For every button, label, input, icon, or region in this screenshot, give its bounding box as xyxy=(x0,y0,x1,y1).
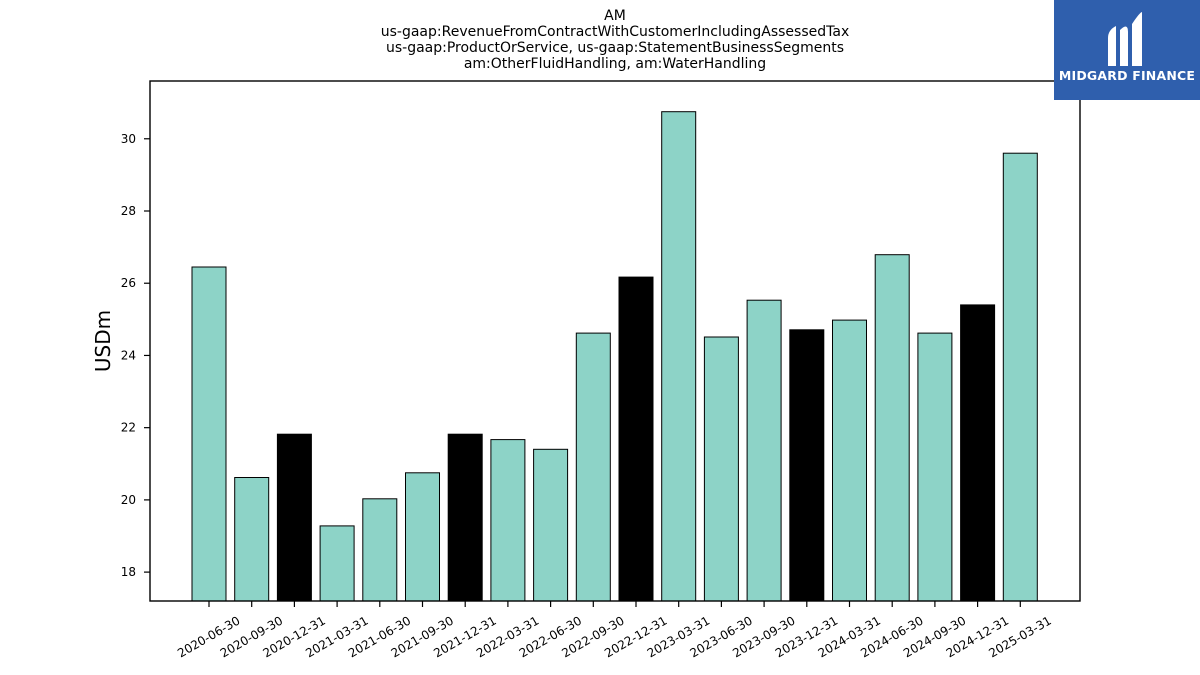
chart-title-line-2: us-gaap:RevenueFromContractWithCustomerI… xyxy=(381,24,850,40)
plot-frame xyxy=(149,80,1081,602)
midgard-finance-logo: MIDGARD FINANCE xyxy=(1054,0,1200,100)
bar-2023-09-30 xyxy=(746,299,782,602)
bar-2023-12-31 xyxy=(789,329,825,602)
bar-2024-12-31 xyxy=(960,304,996,602)
bar-2021-12-31 xyxy=(447,433,483,602)
bar-2023-06-30 xyxy=(703,336,739,602)
y-tick-label: 18 xyxy=(121,565,136,579)
y-tick-label: 28 xyxy=(121,204,136,218)
bar-2024-09-30 xyxy=(917,332,953,602)
chart-title-line-3: us-gaap:ProductOrService, us-gaap:Statem… xyxy=(386,40,844,56)
midgard-logo-icon xyxy=(1108,12,1142,67)
bar-2020-12-31 xyxy=(276,433,312,602)
bar-2024-06-30 xyxy=(874,254,910,602)
chart-title-line-4: am:OtherFluidHandling, am:WaterHandling xyxy=(464,56,766,72)
bar-2024-03-31 xyxy=(832,319,867,602)
y-tick-label: 26 xyxy=(121,276,136,290)
y-tick-label: 22 xyxy=(121,421,136,435)
chart-title-line-1: AM xyxy=(604,8,626,24)
y-tick-label: 20 xyxy=(121,493,136,507)
bar-2023-03-31 xyxy=(661,111,697,602)
bar-2021-03-31 xyxy=(319,525,355,602)
bar-2022-09-30 xyxy=(575,332,611,602)
bar-2020-09-30 xyxy=(234,477,270,602)
bar-2021-09-30 xyxy=(405,472,440,602)
bar-2021-06-30 xyxy=(362,498,398,602)
bar-2022-12-31 xyxy=(618,276,654,602)
bar-2022-03-31 xyxy=(490,439,526,602)
bar-2025-03-31 xyxy=(1002,152,1038,602)
bar-2022-06-30 xyxy=(533,448,569,602)
y-axis-label: USDm xyxy=(91,310,115,372)
y-tick-label: 30 xyxy=(121,132,136,146)
y-tick-label: 24 xyxy=(121,348,136,362)
logo-text: MIDGARD FINANCE xyxy=(1058,68,1196,83)
bar-2020-06-30 xyxy=(191,266,227,602)
